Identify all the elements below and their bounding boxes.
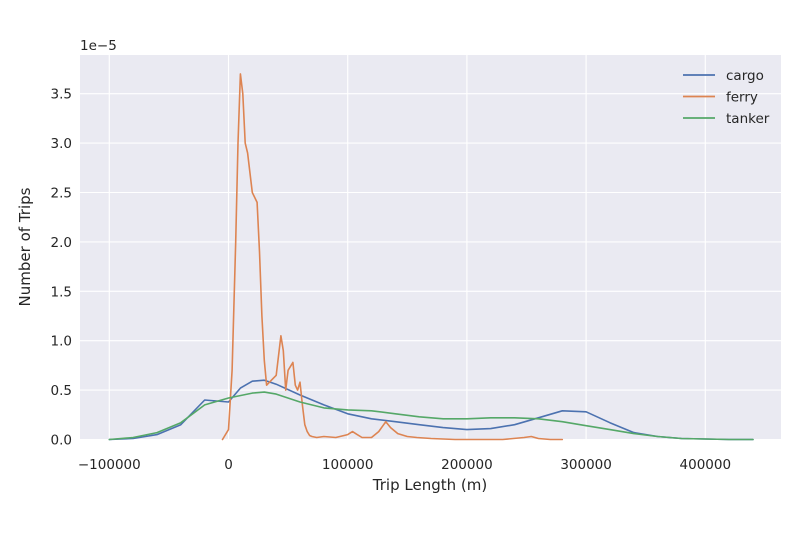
legend: cargo ferry tanker: [683, 68, 770, 127]
legend-label-tanker: tanker: [726, 111, 770, 127]
y-tick-label: 2.5: [51, 186, 72, 202]
series-line-cargo: [108, 379, 754, 441]
x-tick-label: −100000: [78, 457, 141, 473]
y-tick-label: 2.0: [51, 235, 72, 251]
y-tick-label: 3.5: [51, 87, 72, 103]
legend-label-cargo: cargo: [726, 68, 764, 84]
x-gridlines: [108, 55, 706, 440]
y-tick-label: 0.5: [51, 383, 72, 399]
plot-background: [80, 55, 781, 440]
y-gridlines: [80, 93, 781, 441]
y-tick-label: 1.5: [51, 284, 72, 300]
x-tick-labels: −100000 0 100000 200000 300000 400000: [78, 457, 731, 473]
y-axis-label: Number of Trips: [16, 187, 34, 306]
legend-label-ferry: ferry: [726, 90, 758, 106]
y-offset-label: 1e−5: [80, 38, 117, 54]
series-line-ferry: [221, 73, 564, 441]
series-lines: [108, 73, 754, 441]
x-axis-label: Trip Length (m): [372, 476, 487, 494]
x-tick-label: 300000: [560, 457, 612, 473]
x-tick-label: 400000: [680, 457, 732, 473]
x-tick-label: 0: [224, 457, 233, 473]
y-tick-label: 1.0: [51, 334, 72, 350]
x-tick-label: 200000: [441, 457, 493, 473]
series-line-tanker: [108, 391, 754, 441]
x-tick-label: 100000: [322, 457, 374, 473]
y-tick-label: 3.0: [51, 136, 72, 152]
y-tick-label: 0.0: [51, 433, 72, 449]
y-tick-labels: 0.0 0.5 1.0 1.5 2.0 2.5 3.0 3.5: [51, 87, 72, 449]
